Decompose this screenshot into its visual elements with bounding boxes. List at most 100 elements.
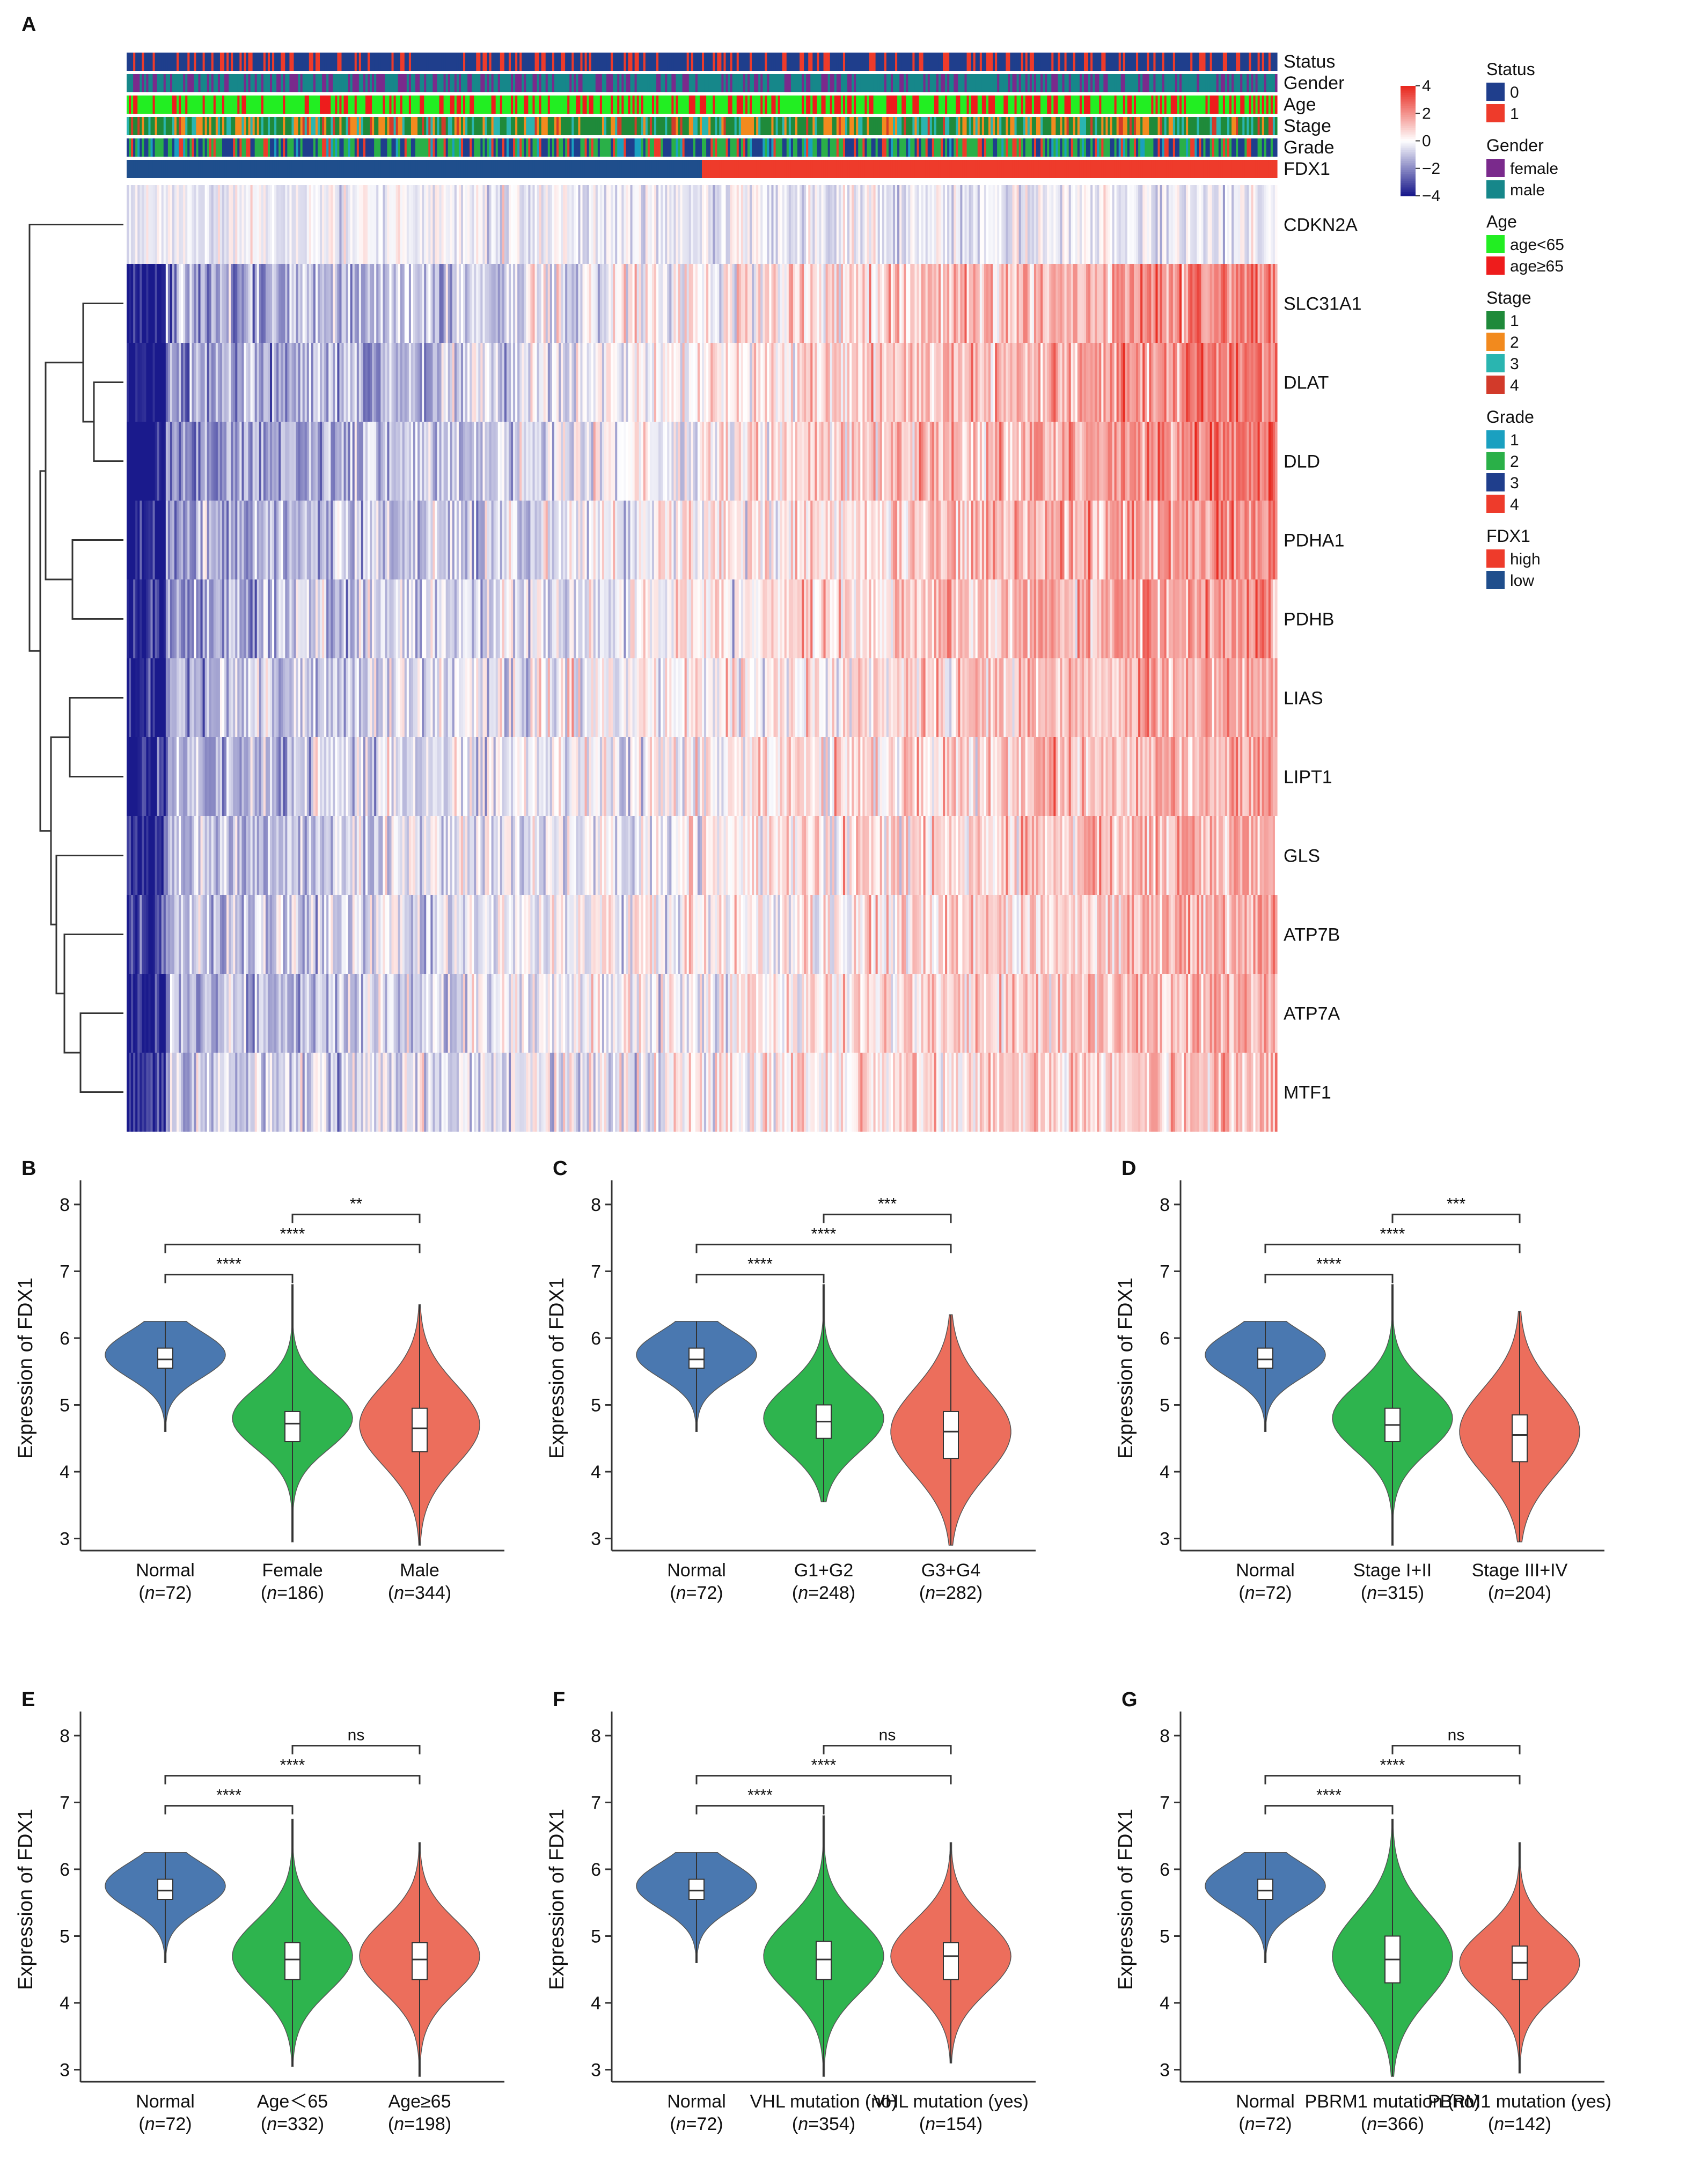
heatmap-cell bbox=[578, 264, 581, 343]
heatmap-cell bbox=[346, 343, 349, 422]
annotation-cell bbox=[1251, 53, 1254, 71]
annotation-cell bbox=[1083, 160, 1087, 178]
annotation-cell bbox=[669, 117, 672, 135]
heatmap-cell bbox=[1090, 185, 1093, 265]
heatmap-cell bbox=[352, 422, 355, 501]
annotation-cell bbox=[354, 160, 357, 178]
annotation-cell bbox=[1151, 138, 1154, 157]
heatmap-cell bbox=[797, 343, 800, 422]
annotation-cell bbox=[912, 74, 915, 92]
heatmap-cell bbox=[760, 185, 763, 265]
annotation-cell bbox=[741, 160, 744, 178]
annotation-cell bbox=[1231, 138, 1234, 157]
heatmap-cell bbox=[682, 185, 685, 265]
annotation-cell bbox=[847, 53, 850, 71]
heatmap-cell bbox=[331, 343, 333, 422]
heatmap-cell bbox=[702, 264, 705, 343]
annotation-cell bbox=[415, 138, 418, 157]
annotation-cell bbox=[780, 138, 783, 157]
heatmap-cell bbox=[1164, 185, 1167, 265]
annotation-cell bbox=[322, 117, 325, 135]
annotation-cell bbox=[1229, 138, 1232, 157]
annotation-cell bbox=[1153, 96, 1156, 114]
annotation-cell bbox=[819, 138, 822, 157]
annotation-cell bbox=[348, 138, 351, 157]
heatmap-cell bbox=[519, 264, 522, 343]
annotation-cell bbox=[317, 53, 320, 71]
annotation-cell bbox=[806, 96, 809, 114]
annotation-cell bbox=[1272, 53, 1275, 71]
annotation-cell bbox=[1157, 96, 1161, 114]
annotation-cell bbox=[782, 96, 785, 114]
annotation-cell bbox=[693, 138, 696, 157]
annotation-cell bbox=[135, 74, 138, 92]
heatmap-cell bbox=[745, 185, 748, 265]
annotation-cell bbox=[693, 53, 696, 71]
annotation-cell bbox=[485, 160, 488, 178]
annotation-cell bbox=[259, 53, 262, 71]
annotation-cell bbox=[1234, 160, 1236, 178]
annotation-cell bbox=[1145, 117, 1147, 135]
heatmap-cell bbox=[565, 422, 568, 501]
heatmap-cell bbox=[819, 264, 822, 343]
annotation-cell bbox=[1040, 53, 1043, 71]
heatmap-cell bbox=[1238, 185, 1241, 265]
annotation-cell bbox=[597, 53, 600, 71]
annotation-cell bbox=[241, 117, 245, 135]
annotation-cell bbox=[506, 138, 509, 157]
annotation-cell bbox=[497, 138, 501, 157]
annotation-cell bbox=[1207, 96, 1211, 114]
annotation-cell bbox=[209, 160, 212, 178]
heatmap-cell bbox=[624, 264, 627, 343]
heatmap-cell bbox=[1014, 185, 1017, 265]
heatmap-cell bbox=[315, 343, 318, 422]
annotation-cell bbox=[1188, 160, 1191, 178]
annotation-cell bbox=[682, 74, 685, 92]
heatmap-cell bbox=[233, 185, 236, 265]
annotation-cell bbox=[867, 53, 870, 71]
annotation-cell bbox=[148, 160, 151, 178]
annotation-cell bbox=[693, 96, 696, 114]
heatmap-cell bbox=[433, 422, 436, 501]
heatmap-cell bbox=[556, 422, 559, 501]
annotation-cell bbox=[743, 53, 746, 71]
annotation-cell bbox=[619, 74, 622, 92]
annotation-cell bbox=[402, 117, 405, 135]
annotation-cell bbox=[1155, 74, 1159, 92]
annotation-cell bbox=[991, 117, 993, 135]
annotation-cell bbox=[1255, 117, 1258, 135]
annotation-cell bbox=[252, 53, 255, 71]
annotation-cell bbox=[376, 138, 379, 157]
annotation-cell bbox=[1049, 160, 1052, 178]
annotation-cell bbox=[1231, 96, 1234, 114]
annotation-cell bbox=[571, 74, 574, 92]
heatmap-cell bbox=[658, 185, 661, 265]
annotation-cell bbox=[836, 138, 839, 157]
annotation-cell bbox=[1225, 74, 1228, 92]
annotation-cell bbox=[595, 96, 598, 114]
annotation-cell bbox=[517, 53, 520, 71]
annotation-cell bbox=[248, 117, 251, 135]
annotation-cell bbox=[1131, 138, 1134, 157]
annotation-cell bbox=[389, 117, 392, 135]
heatmap-cell bbox=[333, 264, 335, 343]
annotation-cell bbox=[567, 117, 570, 135]
heatmap-cell bbox=[148, 185, 151, 265]
annotation-cell bbox=[231, 117, 233, 135]
annotation-cell bbox=[852, 53, 854, 71]
annotation-cell bbox=[1043, 53, 1045, 71]
annotation-cell bbox=[676, 138, 679, 157]
annotation-cell bbox=[571, 138, 574, 157]
annotation-cell bbox=[140, 117, 142, 135]
annotation-cell bbox=[1229, 96, 1232, 114]
annotation-cell bbox=[1255, 53, 1258, 71]
heatmap-cell bbox=[1266, 264, 1269, 343]
annotation-cell bbox=[207, 117, 210, 135]
heatmap-cell bbox=[754, 185, 757, 265]
heatmap-cell bbox=[443, 422, 446, 501]
heatmap-cell bbox=[1112, 264, 1115, 343]
heatmap-cell bbox=[202, 185, 206, 265]
heatmap-cell bbox=[595, 185, 598, 265]
heatmap-cell bbox=[1168, 343, 1171, 422]
heatmap-cell bbox=[430, 422, 433, 501]
